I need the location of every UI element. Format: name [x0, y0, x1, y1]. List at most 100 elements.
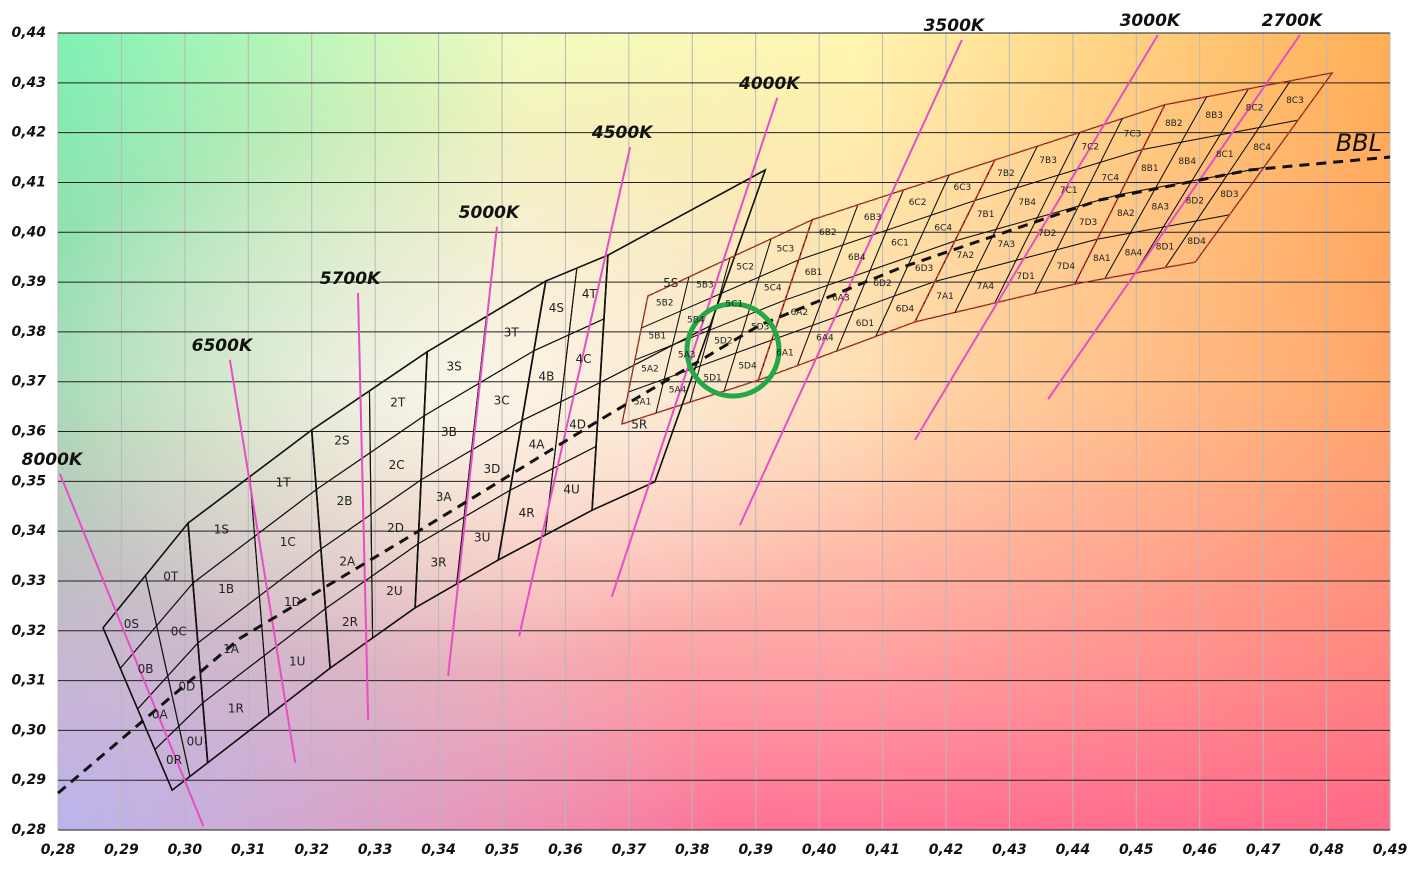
bin-label: 5C4	[764, 283, 782, 293]
bin-label: 2T	[390, 395, 406, 409]
bin-label: 7D4	[1057, 262, 1076, 272]
bin-label: 1U	[289, 654, 305, 668]
bin-label: 0A	[152, 708, 169, 722]
bin-label: 7C4	[1101, 174, 1119, 184]
bin-label: 1B	[218, 582, 234, 596]
bin-label: 4S	[549, 301, 564, 315]
highlight-circle	[684, 301, 782, 399]
cct-label: 3500K	[924, 16, 986, 36]
y-tick-label: 0,31	[11, 673, 46, 689]
bin-label: 0R	[166, 753, 182, 767]
bin-label: 8B2	[1165, 119, 1183, 129]
bin-label: 2D	[387, 521, 404, 535]
bin-label: 5A1	[634, 398, 652, 408]
bin-label: 7B1	[977, 210, 995, 220]
bin-label: 5A2	[641, 365, 659, 375]
x-tick-label: 0,30	[168, 842, 203, 858]
bin-label: 5B1	[649, 332, 667, 342]
bin-label: 7A1	[936, 292, 954, 302]
y-tick-label: 0,29	[11, 772, 46, 788]
bin-label: 4C	[575, 352, 591, 366]
y-tick-label: 0,35	[11, 473, 46, 489]
bin-label: 3B	[441, 425, 457, 439]
bin-label: 5A3	[678, 351, 696, 361]
y-tick-label: 0,39	[11, 274, 46, 290]
x-tick-label: 0,45	[1119, 842, 1154, 858]
bin-label: 5D3	[751, 323, 769, 333]
x-tick-label: 0,42	[929, 842, 964, 858]
bin-label: 8B3	[1205, 111, 1223, 121]
cct-line	[58, 473, 205, 827]
bin-label: 6A3	[832, 293, 850, 303]
bin-label: 7B3	[1039, 156, 1057, 166]
cct-line	[1047, 34, 1301, 400]
bin-label: 7B4	[1018, 198, 1036, 208]
bin-label: 6A1	[776, 348, 794, 358]
bin-label: 3D	[483, 462, 500, 476]
bin-label: 1T	[276, 476, 292, 490]
bin-label: 7D3	[1079, 218, 1097, 228]
bin-label: 6D3	[915, 264, 933, 274]
y-tick-label: 0,32	[11, 623, 46, 639]
x-tick-label: 0,49	[1373, 842, 1408, 858]
bin-label: 8C2	[1246, 103, 1264, 113]
bin-label: 7A3	[997, 240, 1015, 250]
y-tick-label: 0,44	[11, 25, 46, 41]
x-tick-label: 0,39	[738, 842, 773, 858]
bin-label: 6C1	[891, 238, 909, 248]
bin-label: 6C4	[934, 224, 952, 234]
y-tick-label: 0,41	[11, 174, 46, 190]
bin-label: 3T	[504, 325, 520, 339]
bin-label: 0C	[171, 624, 187, 638]
bin-label: 6A2	[790, 308, 808, 318]
cct-line	[914, 34, 1159, 441]
bin-label: 7B2	[997, 169, 1015, 179]
bin-label: 8D4	[1187, 237, 1206, 247]
x-tick-label: 0,29	[104, 842, 139, 858]
cct-line	[518, 146, 632, 637]
bin-label: 0S	[124, 617, 139, 631]
cct-line	[357, 292, 370, 720]
bin-label: 8A4	[1125, 248, 1143, 258]
x-tick-label: 0,36	[548, 842, 583, 858]
cct-label: 2700K	[1262, 11, 1324, 31]
x-tick-label: 0,32	[294, 842, 329, 858]
x-tick-label: 0,44	[1056, 842, 1091, 858]
bin-outline	[591, 168, 767, 512]
cct-label: 6500K	[192, 336, 254, 356]
x-tick-label: 0,47	[1246, 842, 1281, 858]
bin-label: 5B2	[656, 298, 674, 308]
bin-label: 1D	[284, 595, 301, 609]
bin-label: 6B1	[805, 268, 823, 278]
x-tick-label: 0,38	[675, 842, 710, 858]
bin-label: 5S	[663, 276, 678, 290]
bin-label: 7A2	[957, 251, 975, 261]
bin-label: 5C3	[776, 244, 794, 254]
bin-label: 5B4	[687, 315, 705, 325]
bin-label: 6B4	[848, 253, 866, 263]
bin-label: 8B1	[1141, 164, 1159, 174]
bin-label: 3U	[474, 530, 490, 544]
bin-label: 2U	[386, 584, 402, 598]
bin-label: 1R	[228, 702, 244, 716]
y-tick-label: 0,43	[11, 75, 46, 91]
bin-label: 5D1	[703, 374, 721, 384]
cct-line	[447, 226, 498, 677]
bin-label: 1A	[223, 642, 240, 656]
bin-label: 6B2	[819, 228, 837, 238]
cct-label: 4000K	[738, 74, 801, 94]
y-tick-label: 0,42	[11, 125, 46, 141]
bin-label: 2R	[342, 615, 358, 629]
x-tick-label: 0,35	[485, 842, 520, 858]
x-tick-label: 0,40	[802, 842, 837, 858]
bin-label: 7D2	[1038, 229, 1056, 239]
y-tick-label: 0,37	[11, 374, 46, 390]
x-tick-label: 0,28	[41, 842, 76, 858]
bin-label: 6D2	[873, 279, 891, 289]
bin-label: 5R	[631, 418, 647, 432]
bin-label: 1S	[214, 522, 229, 536]
bin-label: 8C3	[1286, 96, 1304, 106]
bbl-curve	[57, 155, 1391, 795]
bin-label: 5D2	[714, 337, 732, 347]
